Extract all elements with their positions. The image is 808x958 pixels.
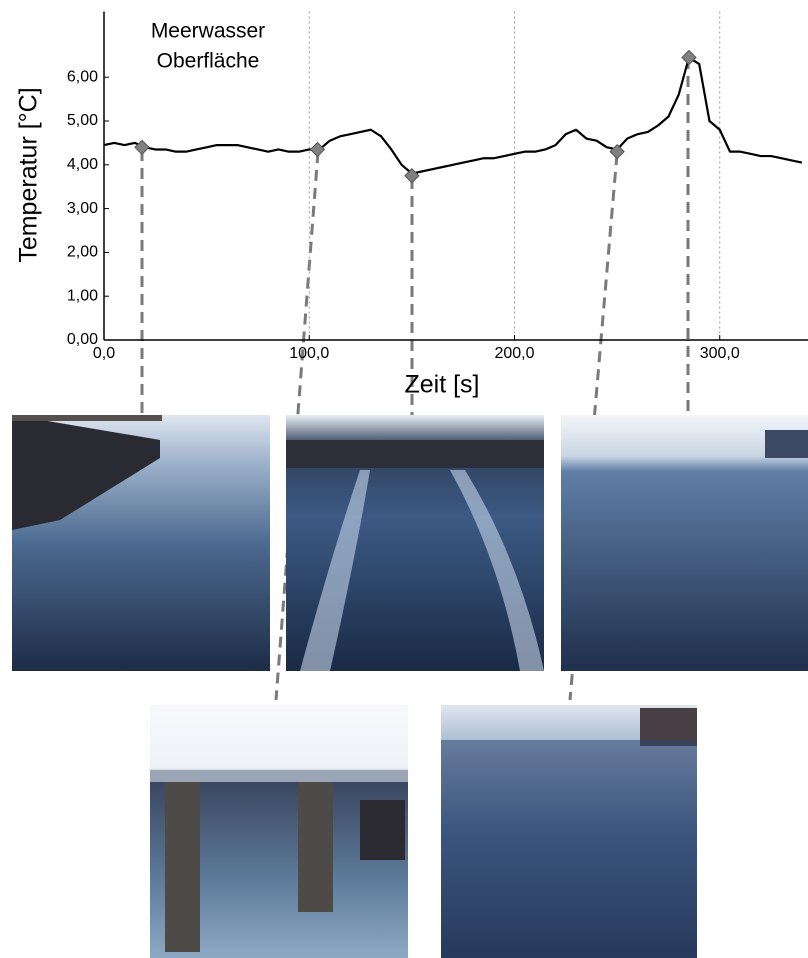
- photo: [150, 705, 408, 958]
- photo: [286, 415, 544, 671]
- y-tick-label: 3,00: [67, 200, 98, 217]
- x-tick-label: 0,0: [93, 345, 115, 362]
- chart-title: Oberfläche: [157, 50, 260, 73]
- x-tick-label: 200,0: [494, 345, 534, 362]
- marker: [404, 168, 420, 184]
- plot-area: 0,0 100,0 200,0 300,0 0,00 1,00 2,00 3,00 4,00 5,…: [67, 11, 808, 362]
- y-tick-label: 0,00: [67, 331, 98, 348]
- y-tick-label: 4,00: [67, 156, 98, 173]
- marker: [309, 141, 326, 158]
- marker: [609, 143, 625, 160]
- y-axis-label: Temperatur [°C]: [15, 87, 43, 262]
- y-tick-label: 6,00: [67, 68, 98, 85]
- photo: [441, 705, 697, 958]
- photos: [12, 415, 808, 958]
- x-tick-label: 100,0: [289, 345, 329, 362]
- x-axis-label: Zeit [s]: [404, 371, 479, 399]
- chart-title: Meerwasser: [151, 20, 265, 43]
- photo: [561, 415, 808, 671]
- data-line: [103, 56, 803, 175]
- marker: [681, 49, 697, 66]
- y-tick-label: 2,00: [67, 244, 98, 261]
- y-tick-label: 5,00: [67, 112, 98, 129]
- x-tick-label: 300,0: [700, 345, 740, 362]
- y-tick-label: 1,00: [67, 287, 98, 304]
- photo: [12, 415, 270, 671]
- marker: [134, 139, 150, 155]
